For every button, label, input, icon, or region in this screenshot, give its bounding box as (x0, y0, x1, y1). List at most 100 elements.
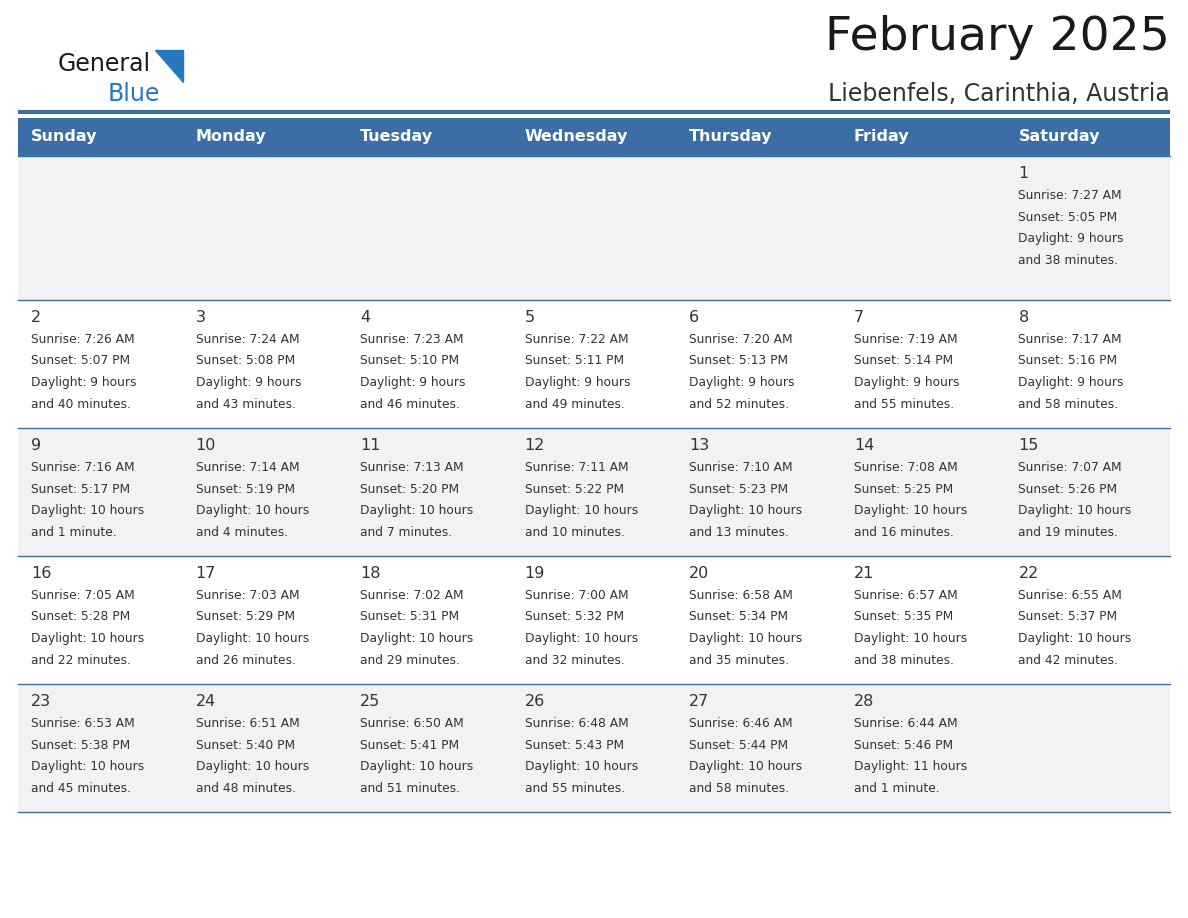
Text: and 58 minutes.: and 58 minutes. (689, 781, 789, 794)
Text: and 45 minutes.: and 45 minutes. (31, 781, 131, 794)
Text: Sunset: 5:25 PM: Sunset: 5:25 PM (854, 483, 953, 496)
Text: Daylight: 9 hours: Daylight: 9 hours (31, 376, 137, 389)
Bar (18, 118, 183, 156)
Text: 16: 16 (31, 566, 51, 581)
Text: 9: 9 (31, 438, 42, 453)
Bar (18, 428, 1170, 556)
Text: 15: 15 (1018, 438, 1038, 453)
Text: Blue: Blue (108, 82, 160, 106)
Text: Sunset: 5:13 PM: Sunset: 5:13 PM (689, 354, 789, 367)
Text: 19: 19 (525, 566, 545, 581)
Text: 20: 20 (689, 566, 709, 581)
Text: Sunrise: 7:07 AM: Sunrise: 7:07 AM (1018, 461, 1121, 474)
Text: Sunset: 5:43 PM: Sunset: 5:43 PM (525, 738, 624, 752)
Text: Sunrise: 6:46 AM: Sunrise: 6:46 AM (689, 717, 792, 730)
Text: and 35 minutes.: and 35 minutes. (689, 654, 789, 666)
Text: 18: 18 (360, 566, 380, 581)
Text: Monday: Monday (196, 129, 266, 144)
Text: General: General (58, 52, 151, 76)
Bar (18, 684, 1170, 812)
Text: Sunset: 5:41 PM: Sunset: 5:41 PM (360, 738, 460, 752)
Text: Sunset: 5:35 PM: Sunset: 5:35 PM (854, 610, 953, 623)
Text: Daylight: 10 hours: Daylight: 10 hours (525, 504, 638, 517)
Text: and 1 minute.: and 1 minute. (31, 525, 116, 539)
Text: 3: 3 (196, 310, 206, 325)
Text: Daylight: 9 hours: Daylight: 9 hours (360, 376, 466, 389)
Text: 8: 8 (1018, 310, 1029, 325)
Polygon shape (154, 50, 183, 82)
Text: Sunrise: 7:00 AM: Sunrise: 7:00 AM (525, 589, 628, 602)
Text: 7: 7 (854, 310, 864, 325)
Text: 26: 26 (525, 694, 545, 709)
Text: Sunrise: 6:48 AM: Sunrise: 6:48 AM (525, 717, 628, 730)
Text: and 19 minutes.: and 19 minutes. (1018, 525, 1118, 539)
Text: and 52 minutes.: and 52 minutes. (689, 397, 789, 410)
Text: 24: 24 (196, 694, 216, 709)
Text: and 38 minutes.: and 38 minutes. (1018, 253, 1118, 266)
Text: and 40 minutes.: and 40 minutes. (31, 397, 131, 410)
Text: Daylight: 9 hours: Daylight: 9 hours (525, 376, 630, 389)
Text: Sunset: 5:14 PM: Sunset: 5:14 PM (854, 354, 953, 367)
Bar (676, 118, 841, 156)
Text: Thursday: Thursday (689, 129, 772, 144)
Text: 6: 6 (689, 310, 700, 325)
Text: Sunrise: 7:20 AM: Sunrise: 7:20 AM (689, 333, 792, 346)
Text: and 55 minutes.: and 55 minutes. (854, 397, 954, 410)
Text: 11: 11 (360, 438, 380, 453)
Text: Sunrise: 6:51 AM: Sunrise: 6:51 AM (196, 717, 299, 730)
Text: 5: 5 (525, 310, 535, 325)
Text: and 51 minutes.: and 51 minutes. (360, 781, 460, 794)
Text: 22: 22 (1018, 566, 1038, 581)
Text: Daylight: 9 hours: Daylight: 9 hours (854, 376, 960, 389)
Text: and 4 minutes.: and 4 minutes. (196, 525, 287, 539)
Text: Daylight: 10 hours: Daylight: 10 hours (525, 760, 638, 773)
Text: and 16 minutes.: and 16 minutes. (854, 525, 954, 539)
Text: and 49 minutes.: and 49 minutes. (525, 397, 625, 410)
Text: 10: 10 (196, 438, 216, 453)
Text: Sunset: 5:29 PM: Sunset: 5:29 PM (196, 610, 295, 623)
Text: Daylight: 10 hours: Daylight: 10 hours (1018, 504, 1132, 517)
Text: 12: 12 (525, 438, 545, 453)
Text: and 55 minutes.: and 55 minutes. (525, 781, 625, 794)
Text: Daylight: 10 hours: Daylight: 10 hours (360, 760, 473, 773)
Text: Sunrise: 7:13 AM: Sunrise: 7:13 AM (360, 461, 463, 474)
Text: Sunset: 5:34 PM: Sunset: 5:34 PM (689, 610, 789, 623)
Text: Tuesday: Tuesday (360, 129, 434, 144)
Text: and 46 minutes.: and 46 minutes. (360, 397, 460, 410)
Text: Daylight: 10 hours: Daylight: 10 hours (196, 632, 309, 645)
Text: and 38 minutes.: and 38 minutes. (854, 654, 954, 666)
Text: Liebenfels, Carinthia, Austria: Liebenfels, Carinthia, Austria (828, 82, 1170, 106)
Text: Sunset: 5:38 PM: Sunset: 5:38 PM (31, 738, 131, 752)
Text: Sunset: 5:11 PM: Sunset: 5:11 PM (525, 354, 624, 367)
Text: Daylight: 9 hours: Daylight: 9 hours (196, 376, 301, 389)
Text: and 22 minutes.: and 22 minutes. (31, 654, 131, 666)
Text: Daylight: 10 hours: Daylight: 10 hours (31, 504, 144, 517)
Text: and 13 minutes.: and 13 minutes. (689, 525, 789, 539)
Text: Daylight: 10 hours: Daylight: 10 hours (31, 760, 144, 773)
Text: Sunset: 5:37 PM: Sunset: 5:37 PM (1018, 610, 1118, 623)
Bar (347, 118, 512, 156)
Text: Sunset: 5:07 PM: Sunset: 5:07 PM (31, 354, 131, 367)
Text: 1: 1 (1018, 166, 1029, 181)
Text: Daylight: 10 hours: Daylight: 10 hours (1018, 632, 1132, 645)
Text: and 58 minutes.: and 58 minutes. (1018, 397, 1119, 410)
Bar (1005, 118, 1170, 156)
Text: Sunset: 5:10 PM: Sunset: 5:10 PM (360, 354, 460, 367)
Text: Sunrise: 7:23 AM: Sunrise: 7:23 AM (360, 333, 463, 346)
Text: Daylight: 10 hours: Daylight: 10 hours (689, 504, 803, 517)
Text: and 42 minutes.: and 42 minutes. (1018, 654, 1118, 666)
Text: and 29 minutes.: and 29 minutes. (360, 654, 460, 666)
Text: and 1 minute.: and 1 minute. (854, 781, 940, 794)
Bar (18, 300, 1170, 428)
Text: 25: 25 (360, 694, 380, 709)
Text: and 10 minutes.: and 10 minutes. (525, 525, 625, 539)
Text: Daylight: 10 hours: Daylight: 10 hours (689, 632, 803, 645)
Text: February 2025: February 2025 (826, 15, 1170, 60)
Text: Daylight: 10 hours: Daylight: 10 hours (854, 504, 967, 517)
Text: 28: 28 (854, 694, 874, 709)
Text: Friday: Friday (854, 129, 910, 144)
Bar (18, 556, 1170, 684)
Text: and 32 minutes.: and 32 minutes. (525, 654, 625, 666)
Text: Daylight: 11 hours: Daylight: 11 hours (854, 760, 967, 773)
Text: 4: 4 (360, 310, 371, 325)
